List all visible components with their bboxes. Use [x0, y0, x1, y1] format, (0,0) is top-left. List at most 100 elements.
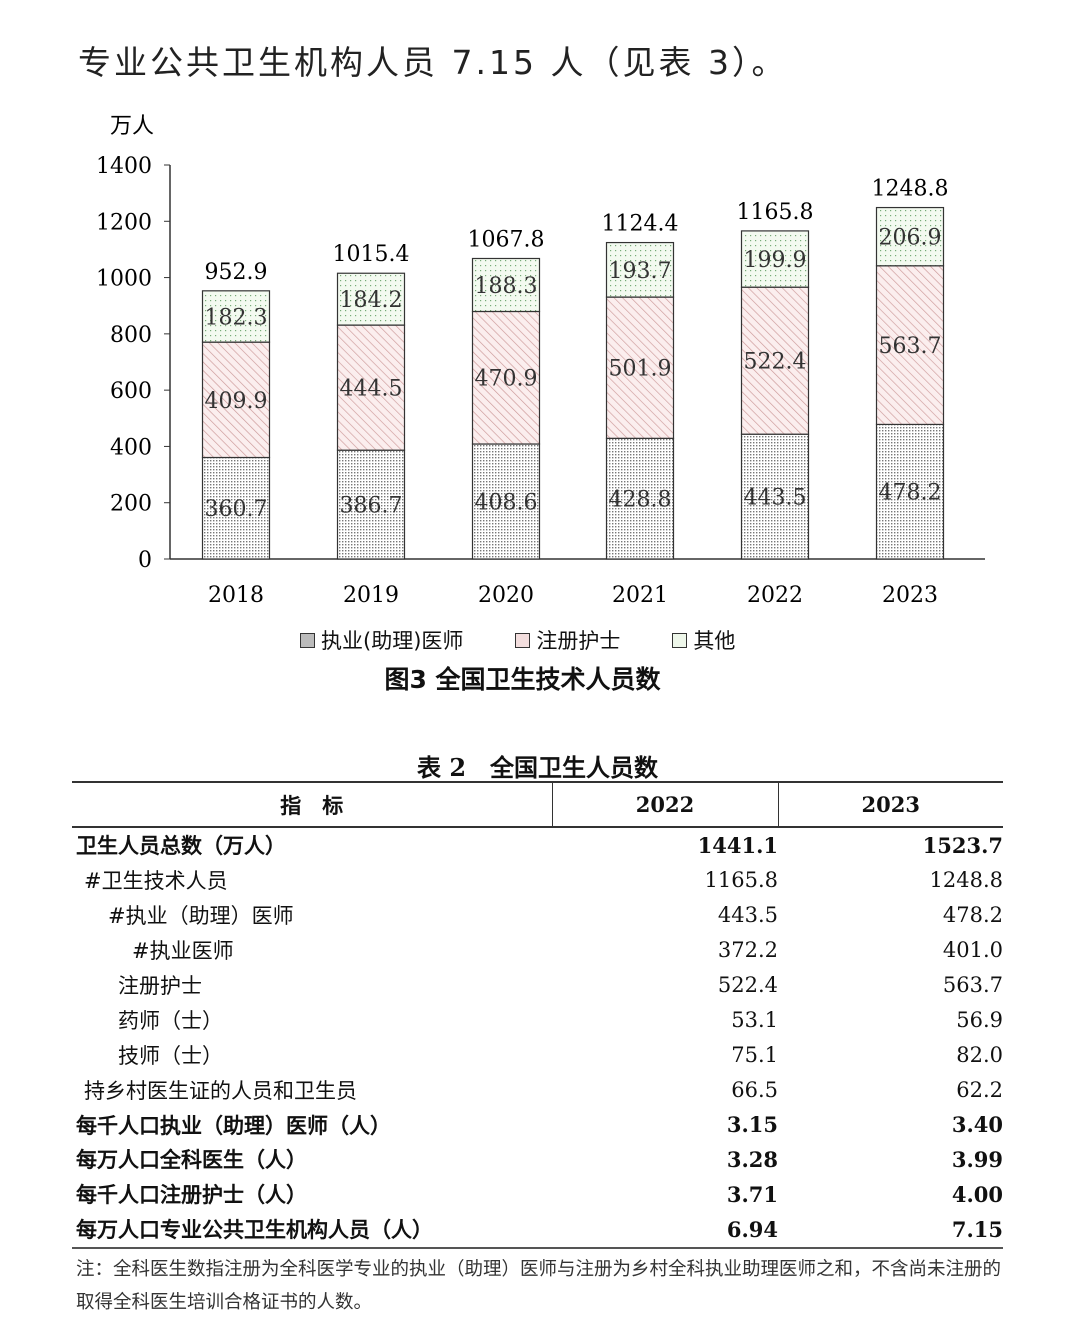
bar-segment: [605, 296, 675, 439]
x-tick-label: 2019: [343, 583, 399, 608]
row-label: #执业医师: [132, 939, 234, 964]
table-row: 注册护士 522.4 563.7: [72, 968, 1003, 1003]
legend-item-nurses: 注册护士: [515, 625, 620, 655]
bar-segment: [336, 324, 406, 451]
legend-item-other: 其他: [672, 625, 735, 655]
data-label: 182.3: [205, 305, 268, 330]
bar-segment: [471, 310, 541, 445]
legend-label: 执业(助理)医师: [321, 629, 464, 653]
y-tick-label: 600: [110, 379, 152, 404]
value-2022: 75.1: [731, 1042, 778, 1067]
value-2023: 478.2: [942, 903, 1003, 928]
table-row: #卫生技术人员 1165.8 1248.8: [72, 863, 1003, 898]
row-label: 卫生人员总数（万人）: [76, 833, 286, 859]
table-row: 药师（士） 53.1 56.9: [72, 1002, 1003, 1037]
value-2023: 3.40: [951, 1112, 1003, 1138]
data-label: 206.9: [879, 226, 942, 251]
value-2022: 53.1: [731, 1007, 778, 1032]
chart-legend: 执业(助理)医师 注册护士 其他: [300, 625, 735, 655]
value-2023: 62.2: [956, 1077, 1003, 1102]
value-2022: 1165.8: [704, 868, 778, 893]
table-row: 每万人口专业公共卫生机构人员（人） 6.94 7.15: [72, 1212, 1003, 1248]
bar-segment: [875, 265, 945, 426]
table-note: 注：全科医生数指注册为全科医学专业的执业（助理）医师与注册为乡村全科执业助理医师…: [76, 1259, 1002, 1313]
data-label: 409.9: [205, 389, 268, 414]
y-tick-label: 1400: [96, 154, 152, 179]
legend-label: 其他: [693, 629, 736, 653]
row-label: 每万人口全科医生（人）: [76, 1147, 307, 1173]
bar-segment: [201, 341, 271, 459]
header-2022: 2022: [551, 782, 778, 827]
bar-segment: [740, 433, 810, 560]
legend-label: 注册护士: [536, 629, 621, 653]
value-2022: 3.71: [726, 1181, 778, 1207]
legend-item-physicians: 执业(助理)医师: [300, 625, 463, 655]
data-label: 563.7: [879, 334, 942, 359]
row-label: #执业（助理）医师: [108, 904, 294, 929]
bar-segment: [740, 230, 810, 288]
row-label: 药师（士）: [118, 1008, 223, 1033]
x-tick-label: 2023: [882, 583, 938, 608]
row-label: 每千人口注册护士（人）: [76, 1182, 307, 1208]
value-2023: 82.0: [956, 1042, 1003, 1067]
legend-swatch: [672, 632, 688, 648]
bar-segment: [471, 443, 541, 560]
legend-swatch: [515, 632, 531, 648]
data-label: 193.7: [609, 259, 672, 284]
data-label: 478.2: [879, 481, 942, 506]
value-2022: 3.15: [726, 1112, 778, 1138]
data-label: 522.4: [744, 350, 807, 375]
table-title: 表 2 全国卫生人员数: [416, 753, 659, 782]
value-2022: 6.94: [726, 1216, 778, 1242]
value-2022: 1441.1: [697, 832, 778, 858]
x-tick-label: 2022: [747, 583, 803, 608]
bar-segment: [875, 423, 945, 560]
data-label: 184.2: [340, 288, 403, 313]
y-tick-label: 0: [138, 548, 152, 573]
legend-swatch: [300, 632, 315, 648]
table-row: 持乡村医生证的人员和卫生员 66.5 62.2: [72, 1072, 1003, 1107]
figure-title: 图3 全国卫生技术人员数: [384, 665, 661, 694]
total-label: 1067.8: [468, 227, 545, 252]
data-label: 188.3: [475, 274, 538, 299]
table-row: 卫生人员总数（万人） 1441.1 1523.7: [72, 827, 1003, 863]
table-row: 每千人口注册护士（人） 3.71 4.00: [72, 1177, 1003, 1212]
total-label: 952.9: [205, 260, 268, 285]
value-2023: 563.7: [942, 973, 1003, 997]
data-label: 470.9: [475, 367, 538, 392]
bar-segment: [201, 290, 271, 343]
stacked-bar-chart: 万人 0 200 400 600 800 1000 1200 1400 2018 2019 2020…: [96, 114, 985, 608]
value-2023: 3.99: [951, 1146, 1003, 1172]
row-label: 每千人口执业（助理）医师（人）: [76, 1112, 391, 1138]
bar-segment: [875, 206, 945, 267]
row-label: 技师（士）: [118, 1043, 223, 1068]
y-tick-label: 1000: [96, 267, 152, 292]
data-label: 408.6: [475, 491, 538, 516]
total-label: 1165.8: [737, 200, 814, 225]
header-indicator: 指 标: [280, 792, 344, 818]
data-label: 386.7: [340, 494, 403, 519]
value-2022: 443.5: [717, 903, 778, 928]
x-tick-label: 2018: [208, 583, 264, 608]
y-tick-label: 400: [110, 435, 152, 460]
x-tick-label: 2021: [612, 583, 668, 608]
data-label: 199.9: [744, 248, 807, 273]
row-label: #卫生技术人员: [84, 869, 228, 894]
bar-segment: [336, 272, 406, 326]
value-2022: 3.28: [726, 1146, 778, 1172]
table-header-row: 指 标 2022 2023: [72, 782, 1003, 827]
x-tick-label: 2020: [478, 583, 534, 608]
value-2023: 7.15: [951, 1216, 1003, 1242]
y-tick-label: 800: [110, 323, 152, 348]
table-row: 每千人口执业（助理）医师（人） 3.15 3.40: [72, 1107, 1003, 1142]
table-row: #执业医师 372.2 401.0: [72, 933, 1003, 968]
staff-table: 指 标 2022 2023 卫生人员总数（万人） 1441.1 1523.7 #卫…: [72, 781, 1003, 1249]
bar-segment: [605, 241, 675, 298]
value-2023: 401.0: [942, 938, 1003, 963]
total-label: 1015.4: [333, 242, 410, 267]
value-2022: 522.4: [717, 973, 778, 997]
intro-paragraph: 专业公共卫生机构人员 7.15 人（见表 3）。: [78, 43, 788, 82]
bar-segment: [471, 257, 541, 313]
value-2023: 1523.7: [922, 832, 1003, 858]
total-label: 1248.8: [872, 177, 949, 202]
